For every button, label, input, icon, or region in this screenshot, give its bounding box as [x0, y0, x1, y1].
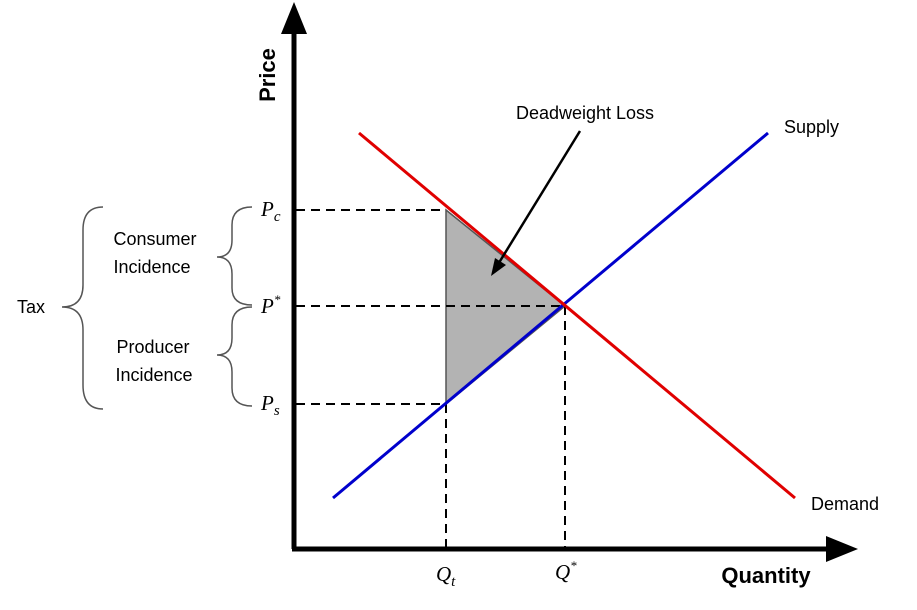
y-axis-arrowhead: [281, 2, 307, 34]
producer-incidence-label-line1: Producer: [116, 337, 189, 357]
qstar-label: Q*: [555, 558, 577, 584]
y-axis-label: Price: [255, 48, 280, 102]
deadweight-loss-arrowhead: [491, 258, 506, 276]
demand-label: Demand: [811, 494, 879, 514]
supply-label: Supply: [784, 117, 839, 137]
tax-brace: [61, 206, 104, 410]
demand-curve: [358, 131, 796, 500]
consumer-incidence-brace: [216, 206, 253, 306]
tax-label: Tax: [17, 297, 45, 317]
pc-label: Pc: [260, 197, 281, 225]
deadweight-loss-label: Deadweight Loss: [516, 103, 654, 123]
supply-curve: [332, 131, 769, 500]
qt-label: Qt: [436, 562, 456, 590]
producer-incidence-label-line2: Incidence: [115, 365, 192, 385]
consumer-incidence-label-line2: Incidence: [113, 257, 190, 277]
pstar-label: P*: [260, 292, 281, 318]
producer-incidence-brace: [216, 306, 253, 407]
x-axis-arrowhead: [826, 536, 858, 562]
deadweight-loss-arrow: [495, 130, 582, 267]
ps-label: Ps: [260, 391, 280, 419]
x-axis-label: Quantity: [721, 563, 811, 588]
consumer-incidence-label-line1: Consumer: [113, 229, 196, 249]
